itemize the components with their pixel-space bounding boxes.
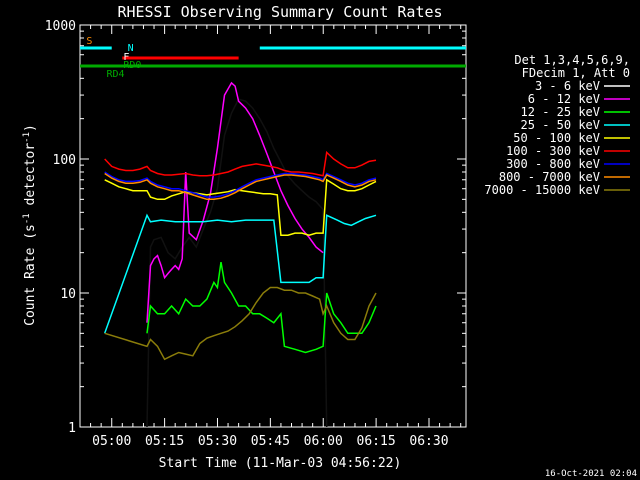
x-tick-label: 05:00 [92,434,131,449]
series-line [104,286,377,361]
legend-entry-label: 800 - 7000 keV [499,170,600,184]
legend-header: FDecim 1, Att 0 [522,66,630,80]
legend-entry-label: 100 - 300 keV [506,144,600,158]
legend-header: Det 1,3,4,5,6,9, [514,53,630,67]
series-line [104,171,377,198]
y-axis-label: Count Rate (s-1 detector-1) [22,124,38,326]
x-tick-label: 05:15 [145,434,184,449]
series-line [104,178,377,236]
series-line [146,98,328,428]
series-line [104,172,377,201]
legend-entry-label: 3 - 6 keV [535,79,600,93]
x-tick-label: 06:15 [357,434,396,449]
legend-entry-label: 50 - 100 keV [513,131,600,145]
series-line [146,261,377,354]
footer-timestamp: 16-Oct-2021 02:04 [545,469,637,479]
x-tick-label: 06:30 [409,434,448,449]
legend-entry-label: 300 - 800 keV [506,157,600,171]
flag-label-rd4: RD4 [106,69,124,80]
chart-title: RHESSI Observing Summary Count Rates [117,3,442,21]
legend-entry-label: 6 - 12 keV [528,92,600,106]
legend-entry-label: 7000 - 15000 keV [484,183,600,197]
x-axis-label: Start Time (11-Mar-03 04:56:22) [159,456,402,471]
y-tick-label: 1 [68,421,76,436]
series-line [104,150,377,177]
series-line [103,213,377,334]
legend-entry-label: 25 - 50 keV [521,118,600,132]
flag-label-n: N [128,43,134,54]
y-tick-label: 1000 [45,19,76,34]
x-tick-label: 05:45 [251,434,290,449]
flag-label-s: S [86,36,92,47]
y-tick-label: 100 [53,153,76,168]
plot-frame [79,24,467,428]
flag-label-f: F [123,52,129,63]
y-tick-label: 10 [60,287,76,302]
series-line [146,81,324,323]
legend-entry-label: 12 - 25 keV [521,105,600,119]
x-tick-label: 05:30 [198,434,237,449]
flag-label-rd0: RD0 [123,60,141,71]
x-tick-label: 06:00 [304,434,343,449]
